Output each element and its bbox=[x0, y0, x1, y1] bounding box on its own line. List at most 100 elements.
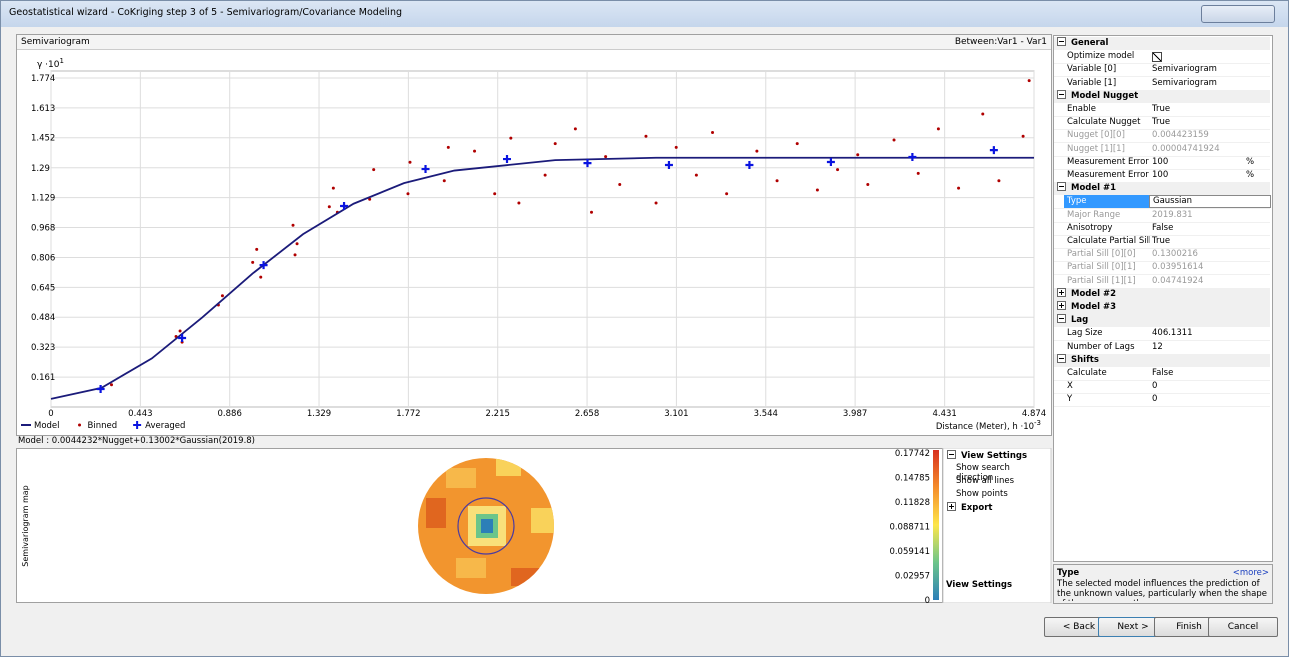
property-value: Semivariogram bbox=[1149, 77, 1262, 90]
property-grid: GeneralOptimize modelVariable [0]Semivar… bbox=[1053, 35, 1273, 562]
property-value: 0 bbox=[1149, 380, 1262, 393]
grid-section[interactable]: Shifts bbox=[1054, 354, 1270, 367]
settings-option[interactable]: Show points bbox=[944, 489, 1048, 502]
property-name: Optimize model bbox=[1064, 50, 1150, 63]
binned-point bbox=[509, 137, 512, 140]
grid-row[interactable]: Calculate NuggetTrue bbox=[1054, 116, 1270, 130]
property-name: Calculate Partial Sill bbox=[1064, 235, 1150, 248]
binned-point bbox=[711, 131, 714, 134]
binned-point bbox=[221, 294, 224, 297]
grid-row[interactable]: Variable [0]Semivariogram bbox=[1054, 63, 1270, 77]
grid-row[interactable]: Y0 bbox=[1054, 393, 1270, 407]
x-axis-exponent: -3 bbox=[1034, 419, 1041, 427]
property-name: Measurement Error [0] bbox=[1064, 156, 1150, 169]
property-value: True bbox=[1149, 103, 1262, 116]
binned-point bbox=[675, 146, 678, 149]
grid-row[interactable]: Lag Size406.1311 bbox=[1054, 327, 1270, 341]
property-name: Nugget [1][1] bbox=[1064, 143, 1150, 156]
binned-point bbox=[590, 211, 593, 214]
legend-label: Model bbox=[34, 421, 60, 431]
expander bbox=[1057, 354, 1066, 363]
property-value: 0.004423159 bbox=[1149, 129, 1262, 142]
expander bbox=[1057, 288, 1066, 297]
binned-point bbox=[517, 201, 520, 204]
grid-row[interactable]: Major Range2019.831 bbox=[1054, 209, 1270, 223]
binned-point bbox=[755, 150, 758, 153]
binned-point bbox=[655, 201, 658, 204]
property-value: Gaussian bbox=[1149, 195, 1271, 208]
property-name: Variable [1] bbox=[1064, 77, 1150, 90]
grid-row[interactable]: X0 bbox=[1054, 380, 1270, 394]
grid-section[interactable]: Model #3 bbox=[1054, 301, 1270, 314]
binned-point bbox=[332, 187, 335, 190]
x-axis-label: Distance (Meter), h ·10-3 bbox=[936, 419, 1041, 432]
property-name: Number of Lags bbox=[1064, 341, 1150, 354]
x-tick-label: 0.443 bbox=[128, 409, 152, 419]
grid-row[interactable]: Variable [1]Semivariogram bbox=[1054, 77, 1270, 91]
binned-point bbox=[856, 153, 859, 156]
grid-row[interactable]: Partial Sill [0][0]0.1300216 bbox=[1054, 248, 1270, 262]
grid-section[interactable]: Model #2 bbox=[1054, 288, 1270, 301]
grid-row[interactable]: Nugget [1][1]0.00004741924 bbox=[1054, 143, 1270, 157]
grid-section[interactable]: Model Nugget bbox=[1054, 90, 1270, 103]
grid-row[interactable]: Calculate Partial SillTrue bbox=[1054, 235, 1270, 249]
grid-row[interactable]: EnableTrue bbox=[1054, 103, 1270, 117]
y-tick-label: 1.613 bbox=[31, 104, 55, 114]
binned-point bbox=[179, 329, 182, 332]
grid-row[interactable]: Partial Sill [1][1]0.04741924 bbox=[1054, 275, 1270, 289]
scale-label: 0.02957 bbox=[895, 572, 930, 582]
y-tick-label: 1.29 bbox=[31, 164, 50, 174]
property-value: 406.1311 bbox=[1149, 327, 1262, 340]
section-title: Model #3 bbox=[1071, 302, 1116, 312]
grid-row[interactable]: Optimize model bbox=[1054, 50, 1270, 64]
property-name: Nugget [0][0] bbox=[1064, 129, 1150, 142]
plot-area bbox=[51, 71, 1034, 407]
x-tick-label: 2.658 bbox=[575, 409, 599, 419]
x-tick-label: 0 bbox=[48, 409, 53, 419]
binned-point bbox=[554, 142, 557, 145]
property-name: Major Range bbox=[1064, 209, 1150, 222]
grid-row[interactable]: Number of Lags12 bbox=[1054, 341, 1270, 355]
grid-section[interactable]: Model #1 bbox=[1054, 182, 1270, 195]
window-controls[interactable] bbox=[1201, 5, 1275, 23]
property-value: False bbox=[1149, 222, 1262, 235]
binned-point bbox=[544, 174, 547, 177]
property-name: Calculate bbox=[1064, 367, 1150, 380]
grid-row[interactable]: CalculateFalse bbox=[1054, 367, 1270, 381]
settings-option[interactable]: Show search direction bbox=[944, 463, 1048, 476]
grid-section[interactable]: Lag bbox=[1054, 314, 1270, 327]
wizard-button[interactable]: Cancel bbox=[1208, 617, 1278, 637]
legend-label: Averaged bbox=[145, 421, 185, 431]
binned-point bbox=[644, 135, 647, 138]
view-settings: View SettingsShow search directionShow a… bbox=[944, 450, 1048, 515]
help-more[interactable]: <more> bbox=[1233, 568, 1269, 578]
y-tick-label: 1.774 bbox=[31, 74, 55, 84]
property-value: 0.1300216 bbox=[1149, 248, 1262, 261]
binned-point bbox=[251, 261, 254, 264]
property-value: False bbox=[1149, 367, 1262, 380]
expander bbox=[1057, 301, 1066, 310]
grid-row[interactable]: Nugget [0][0]0.004423159 bbox=[1054, 129, 1270, 143]
binned-point bbox=[796, 142, 799, 145]
grid-row[interactable]: TypeGaussian bbox=[1054, 195, 1270, 209]
grid-row[interactable]: AnisotropyFalse bbox=[1054, 222, 1270, 236]
scale-label: 0.11828 bbox=[895, 498, 930, 508]
x-tick-label: 4.874 bbox=[1022, 409, 1046, 419]
binned-point bbox=[574, 127, 577, 130]
map-title: Semivariogram map bbox=[21, 485, 30, 566]
grid-row[interactable]: Measurement Error [0]100% bbox=[1054, 156, 1270, 170]
binned-point bbox=[618, 183, 621, 186]
grid-row[interactable]: Measurement Error [1]100% bbox=[1054, 169, 1270, 183]
binned-point bbox=[406, 192, 409, 195]
help-panel: Type <more> The selected model influence… bbox=[1053, 564, 1273, 604]
expander bbox=[1057, 37, 1066, 46]
settings-option[interactable]: Show all lines bbox=[944, 476, 1048, 489]
y-tick-label: 0.161 bbox=[31, 373, 55, 383]
property-value: 12 bbox=[1149, 341, 1262, 354]
grid-section[interactable]: General bbox=[1054, 37, 1270, 50]
settings-header[interactable]: View Settings bbox=[944, 450, 1048, 463]
property-value: 0.04741924 bbox=[1149, 275, 1262, 288]
settings-header[interactable]: Export bbox=[944, 502, 1048, 515]
binned-point bbox=[1022, 135, 1025, 138]
grid-row[interactable]: Partial Sill [0][1]0.03951614 bbox=[1054, 261, 1270, 275]
